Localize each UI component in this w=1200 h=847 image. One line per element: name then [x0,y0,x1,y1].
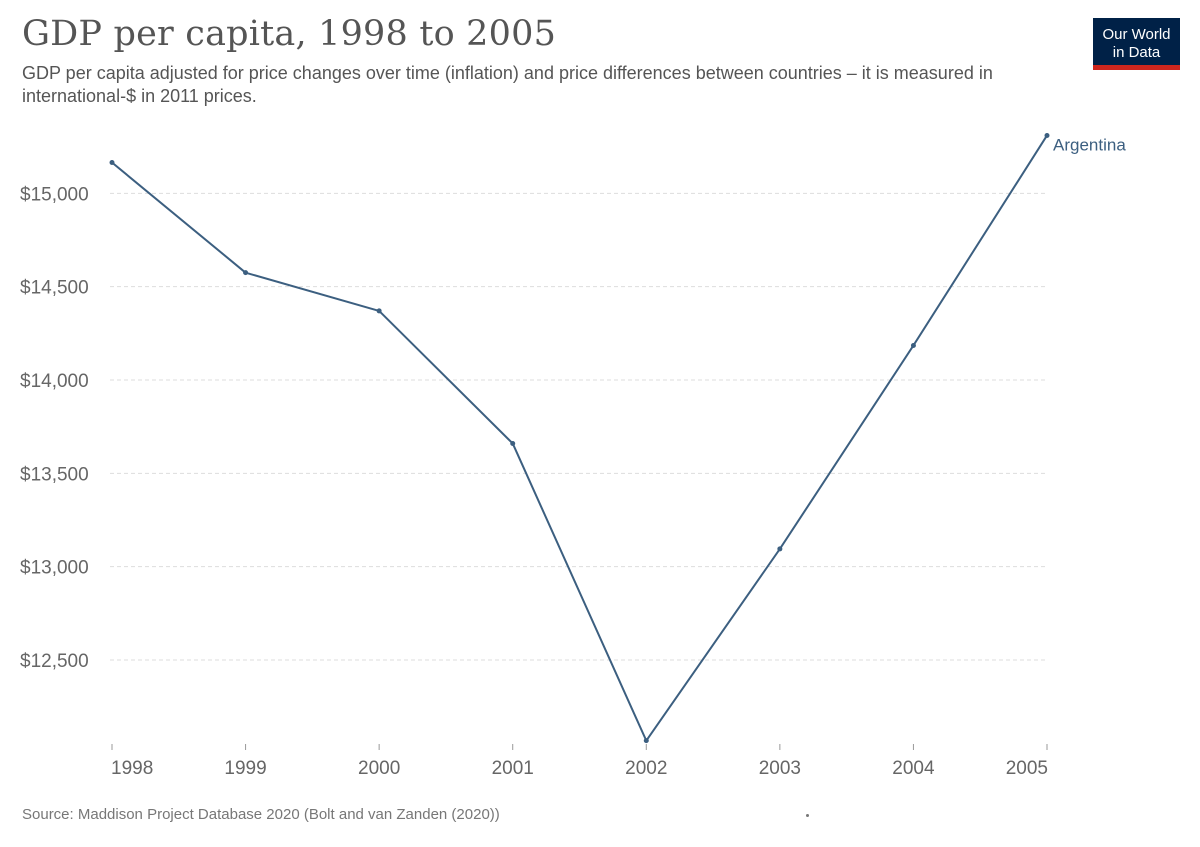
data-point[interactable] [510,440,516,446]
y-tick-label: $14,500 [20,278,89,299]
owid-logo[interactable]: Our World in Data [1093,18,1180,70]
chart-subtitle: GDP per capita adjusted for price change… [22,63,993,106]
x-tick-label: 2002 [625,758,667,779]
x-tick-label: 2005 [1006,758,1048,779]
series-line-argentina[interactable] [111,134,1048,742]
data-point[interactable] [1044,132,1050,138]
x-tick-label: 2004 [892,758,935,779]
data-point[interactable] [643,738,649,744]
data-point[interactable] [243,270,249,276]
x-axis: 1998 1999 2000 2001 2002 2003 2004 2005 [111,744,1048,779]
data-point[interactable] [777,546,783,552]
y-tick-label: $12,500 [20,651,89,672]
x-tick-label: 2001 [492,758,534,779]
y-tick-label: $14,000 [20,371,89,392]
data-point[interactable] [109,160,115,166]
logo-line-1: Our World [1102,26,1171,43]
series-label[interactable]: Argentina [1053,135,1126,154]
x-tick-label: 1998 [111,758,153,779]
data-point[interactable] [910,342,916,348]
x-tick-label: 1999 [224,758,266,779]
y-tick-label: $15,000 [20,184,89,205]
y-tick-label: $13,000 [20,558,89,579]
logo-accent-bar [1093,65,1180,70]
footer-dot [806,814,809,817]
x-tick-label: 2000 [358,758,400,779]
chart-title: GDP per capita, 1998 to 2005 [22,14,557,54]
logo-line-2: in Data [1112,44,1161,61]
y-axis: $12,500 $13,000 $13,500 $14,000 $14,500 $15,0… [20,184,89,672]
x-tick-label: 2003 [759,758,801,779]
source-note[interactable]: Source: Maddison Project Database 2020 (… [22,806,500,823]
data-point[interactable] [376,308,382,314]
y-tick-label: $13,500 [20,464,89,485]
series-group: Argentina [109,132,1126,744]
